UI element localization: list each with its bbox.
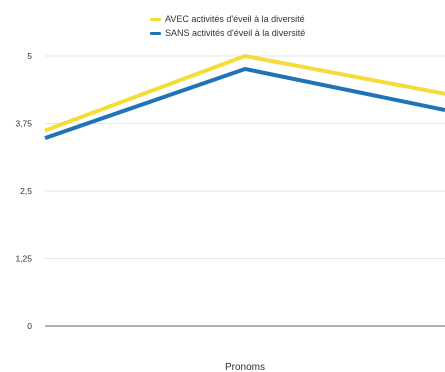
y-tick-label-0: 0 bbox=[27, 321, 32, 331]
legend: AVEC activités d'éveil à la diversité SA… bbox=[150, 12, 305, 40]
y-tick-labels: 0 1,25 2,5 3,75 5 bbox=[15, 51, 32, 331]
gridlines bbox=[45, 55, 445, 327]
series-line-avec bbox=[44, 54, 445, 133]
y-tick-label-2: 2,5 bbox=[20, 186, 32, 196]
y-tick-label-1: 1,25 bbox=[15, 254, 32, 264]
y-tick-label-3: 3,75 bbox=[15, 119, 32, 129]
legend-swatch-sans bbox=[150, 31, 161, 35]
x-axis-title: Pronoms bbox=[225, 362, 265, 372]
series-line-sans bbox=[44, 66, 445, 140]
legend-swatch-avec bbox=[150, 17, 161, 21]
y-tick-label-4: 5 bbox=[27, 51, 32, 61]
legend-label-avec: AVEC activités d'éveil à la diversité bbox=[165, 14, 305, 24]
legend-label-sans: SANS activités d'éveil à la diversité bbox=[165, 28, 306, 38]
series-lines bbox=[44, 54, 445, 140]
legend-item-sans: SANS activités d'éveil à la diversité bbox=[150, 26, 305, 40]
legend-item-avec: AVEC activités d'éveil à la diversité bbox=[150, 12, 305, 26]
